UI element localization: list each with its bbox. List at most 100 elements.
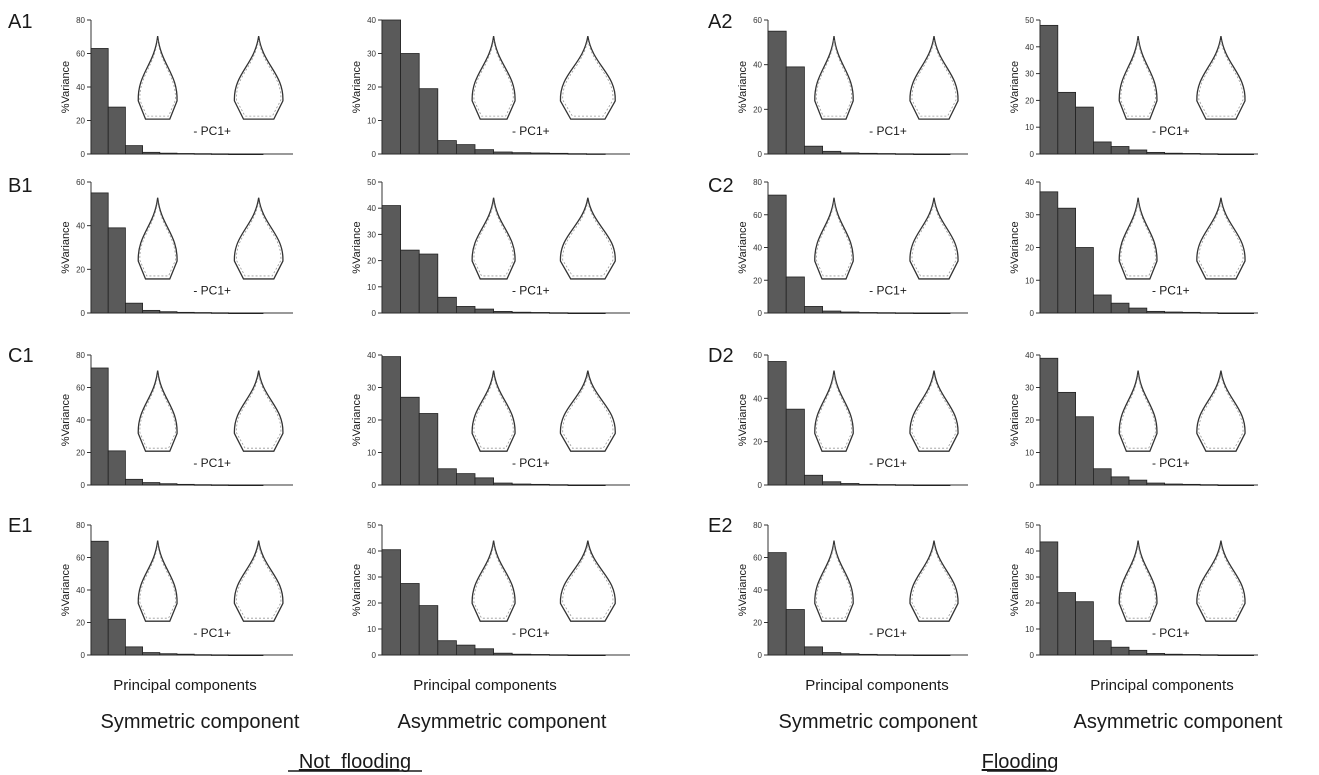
pc1-positive-shape-reference [911, 201, 957, 277]
y-tick-label: 60 [753, 16, 762, 25]
y-tick-label: 0 [81, 651, 86, 660]
y-tick-label: 0 [1030, 309, 1035, 318]
bar [159, 152, 178, 155]
bar [530, 312, 550, 314]
bar [381, 19, 402, 155]
bar [474, 477, 495, 486]
pc1-negative-shape-reference [1120, 544, 1156, 619]
y-tick-label: 20 [1025, 599, 1034, 608]
bar [1110, 302, 1130, 314]
y-axis-label: %Variance [737, 221, 749, 273]
pc1-positive-shape-reference [1198, 374, 1244, 449]
bar [913, 312, 933, 315]
y-tick-label: 40 [1025, 43, 1034, 52]
y-tick-label: 0 [758, 150, 763, 159]
xlabel-col1: Principal components [113, 677, 256, 694]
y-tick-label: 60 [76, 178, 85, 187]
y-axis-label: %Variance [1009, 564, 1021, 616]
group-label-not-flooding: Not flooding [299, 751, 411, 773]
bar [90, 48, 109, 155]
bar [858, 152, 878, 155]
bar [1075, 106, 1094, 155]
bar [549, 312, 569, 314]
pc1-negative-shape-reference [139, 40, 176, 117]
bar [1057, 91, 1077, 155]
y-tick-label: 0 [1030, 481, 1035, 490]
pc1-positive-shape-reference [1198, 201, 1244, 277]
y-tick-label: 20 [1025, 244, 1034, 253]
pc1-axis-label: - PC1+ [193, 626, 231, 640]
pc1-negative-shape [137, 197, 178, 280]
bar [455, 473, 476, 486]
bar [567, 484, 588, 487]
pc1-negative-shape-reference [139, 201, 176, 277]
bar [549, 654, 569, 656]
bar [125, 478, 144, 486]
y-axis-label: %Variance [1009, 394, 1021, 446]
y-tick-label: 80 [76, 16, 85, 25]
pc1-negative-shape-reference [473, 544, 514, 619]
y-tick-label: 10 [367, 283, 376, 292]
y-tick-label: 10 [367, 117, 376, 126]
y-tick-label: 20 [753, 276, 762, 285]
bar [1217, 312, 1237, 315]
chart-e1-symmetric: E1 0 20 40 60 80 %Variance - PC1+ [8, 515, 293, 660]
pc1-positive-shape [909, 35, 959, 120]
bar [511, 311, 532, 314]
bar [876, 312, 896, 314]
bar [474, 149, 495, 155]
y-tick-label: 30 [367, 50, 376, 59]
pc1-positive-shape [1196, 197, 1246, 280]
chart-c1-symmetric: C1 0 20 40 60 80 %Variance - PC1+ [8, 345, 293, 490]
chart-b1-asymmetric: 0 10 20 30 40 50 %Variance - PC1+ [351, 178, 630, 318]
y-axis-label: %Variance [351, 221, 363, 273]
y-tick-label: 50 [1025, 16, 1034, 25]
y-tick-label: 40 [753, 244, 762, 253]
bar [1128, 149, 1148, 155]
y-tick-label: 40 [76, 222, 85, 231]
pc1-positive-shape [559, 35, 616, 120]
bar [418, 253, 439, 314]
bar [767, 552, 787, 656]
pc1-positive-shape-reference [236, 201, 282, 277]
bar [586, 153, 606, 155]
bar [210, 312, 229, 314]
pc1-negative-shape-reference [473, 40, 514, 117]
y-tick-label: 40 [753, 586, 762, 595]
bar [1128, 649, 1148, 656]
pc1-positive-shape-reference [1198, 544, 1244, 619]
bar [586, 312, 606, 315]
y-tick-label: 20 [753, 105, 762, 114]
bar [913, 484, 933, 487]
y-tick-label: 10 [1025, 276, 1034, 285]
bar [1075, 601, 1094, 656]
pc1-axis-label: - PC1+ [512, 124, 550, 138]
y-tick-label: 30 [367, 384, 376, 393]
y-tick-label: 60 [753, 211, 762, 220]
bar [474, 648, 495, 656]
bar [804, 306, 824, 314]
pc1-negative-shape [471, 540, 516, 622]
bar [193, 484, 212, 486]
pc1-negative-shape-reference [815, 374, 853, 449]
y-tick-label: 30 [367, 230, 376, 239]
bar [858, 483, 878, 486]
bar [176, 653, 195, 656]
bar [142, 151, 161, 155]
bar [210, 484, 229, 486]
y-tick-label: 20 [753, 438, 762, 447]
bar [1146, 653, 1166, 656]
y-tick-label: 0 [372, 481, 377, 490]
bar [1199, 153, 1219, 155]
bar [493, 652, 513, 656]
bar [125, 302, 144, 314]
y-tick-label: 30 [1025, 70, 1034, 79]
pc1-positive-shape [233, 540, 284, 622]
column-title-symmetric-1: Symmetric component [101, 711, 300, 733]
chart-e2-symmetric: E2 0 20 40 60 80 %Variance - PC1+ [708, 515, 968, 660]
bar [1057, 592, 1077, 656]
panel-label-a1: A1 [8, 11, 32, 33]
bar [90, 192, 109, 314]
bar [1235, 312, 1255, 315]
